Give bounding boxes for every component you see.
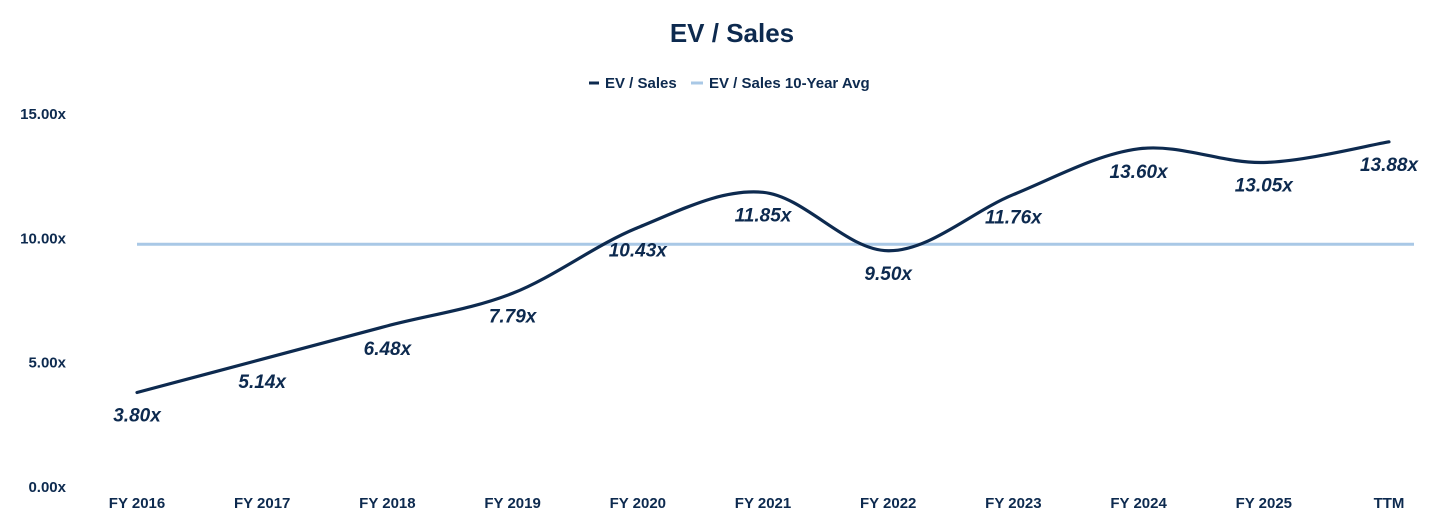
data-label: 11.76x: [985, 208, 1043, 229]
legend-label-ev-sales-avg: EV / Sales 10-Year Avg: [709, 75, 870, 92]
data-label: 3.80x: [113, 406, 162, 427]
data-point: [636, 226, 640, 230]
data-label: 11.85x: [735, 205, 793, 226]
y-tick-label: 0.00x: [28, 479, 66, 496]
legend: EV / Sales EV / Sales 10-Year Avg: [589, 75, 870, 92]
x-axis: FY 2016 FY 2017 FY 2018 FY 2019 FY 2020 FY 20…: [109, 495, 1405, 512]
data-point: [1387, 140, 1391, 144]
data-point: [761, 190, 765, 194]
chart-title: EV / Sales: [670, 18, 794, 48]
data-point: [511, 291, 515, 295]
data-point: [260, 357, 264, 361]
x-tick-label: TTM: [1374, 495, 1405, 512]
y-tick-label: 5.00x: [28, 355, 66, 372]
data-point: [1262, 160, 1266, 164]
data-point: [135, 391, 139, 395]
legend-label-ev-sales: EV / Sales: [605, 75, 677, 92]
data-labels: 3.80x 5.14x 6.48x 7.79x 10.43x 11.85x 9.50x 11.…: [113, 155, 1419, 427]
x-tick-label: FY 2024: [1110, 495, 1167, 512]
data-label: 13.60x: [1110, 162, 1170, 183]
plot-area: [135, 140, 1414, 395]
x-tick-label: FY 2016: [109, 495, 165, 512]
data-label: 5.14x: [238, 372, 287, 393]
x-tick-label: FY 2020: [610, 495, 666, 512]
y-axis: 0.00x 5.00x 10.00x 15.00x: [20, 106, 67, 496]
x-tick-label: FY 2023: [985, 495, 1041, 512]
y-tick-label: 10.00x: [20, 230, 67, 247]
data-label: 13.05x: [1235, 175, 1295, 196]
data-label: 10.43x: [609, 241, 669, 262]
data-point: [1011, 193, 1015, 197]
x-tick-label: FY 2021: [735, 495, 791, 512]
data-point: [886, 249, 890, 253]
x-tick-label: FY 2025: [1236, 495, 1292, 512]
x-tick-label: FY 2022: [860, 495, 916, 512]
series-line-ev-sales: [135, 140, 1391, 395]
x-tick-label: FY 2019: [484, 495, 540, 512]
data-point: [1137, 147, 1141, 151]
x-tick-label: FY 2017: [234, 495, 290, 512]
data-label: 6.48x: [364, 339, 413, 360]
data-point: [385, 324, 389, 328]
data-label: 9.50x: [864, 264, 913, 285]
data-label: 7.79x: [489, 306, 538, 327]
data-label: 13.88x: [1360, 155, 1420, 176]
y-tick-label: 15.00x: [20, 106, 67, 123]
x-tick-label: FY 2018: [359, 495, 415, 512]
